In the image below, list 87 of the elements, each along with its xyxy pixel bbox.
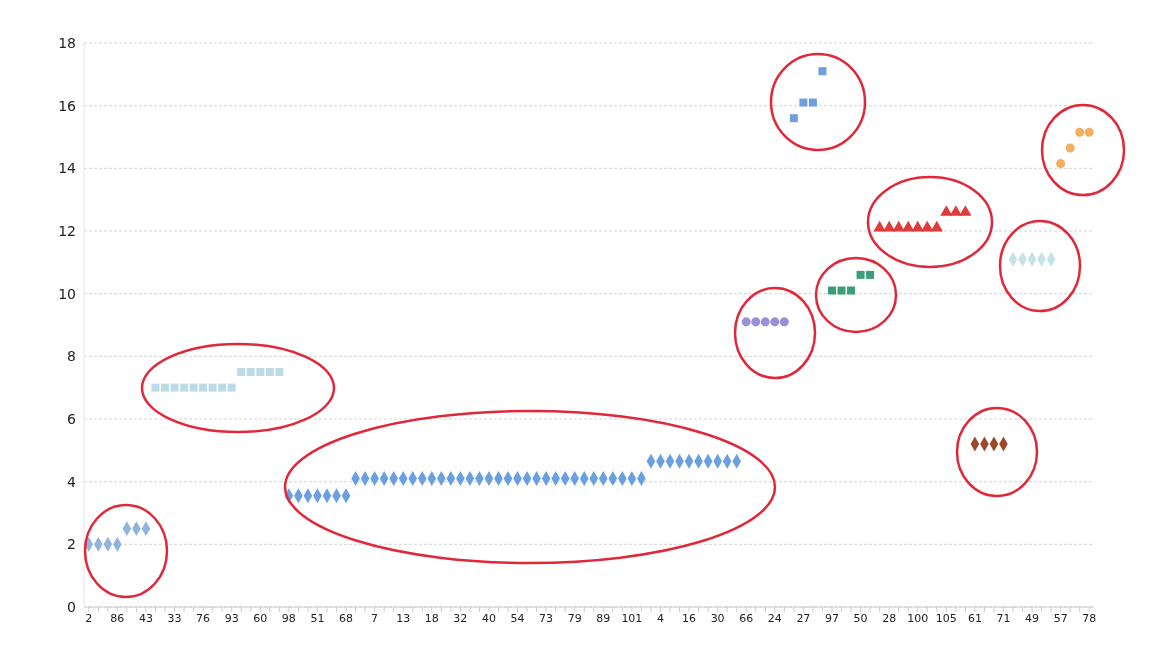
point [151, 383, 160, 392]
point [883, 220, 896, 232]
point [189, 383, 198, 392]
x-tick-label: 60 [253, 611, 268, 625]
point [751, 317, 761, 327]
x-tick-label: 97 [824, 611, 839, 625]
point [818, 67, 827, 76]
point [837, 286, 846, 295]
x-tick-label: 49 [1025, 611, 1040, 625]
y-tick-label: 14 [58, 160, 77, 177]
point [1084, 127, 1094, 137]
point [911, 220, 924, 232]
point [265, 368, 274, 376]
point [827, 286, 836, 295]
point [760, 317, 770, 327]
point [799, 98, 808, 107]
x-tick-label: 2 [85, 611, 93, 625]
point [199, 383, 208, 392]
point [847, 286, 856, 295]
point [1056, 159, 1066, 169]
x-tick-label: 24 [767, 611, 782, 625]
point [227, 383, 236, 392]
x-tick-label: 76 [196, 611, 211, 625]
point [959, 205, 972, 216]
point [902, 220, 915, 232]
point [208, 383, 217, 392]
x-tick-label: 7 [371, 611, 379, 625]
x-tick-label: 98 [281, 611, 296, 625]
x-tick-label: 66 [739, 611, 754, 625]
point [170, 383, 179, 392]
x-tick-label: 13 [396, 611, 411, 625]
x-tick-label: 4 [656, 611, 664, 625]
y-tick-label: 10 [58, 285, 76, 302]
point [1065, 143, 1075, 153]
x-tick-label: 57 [1053, 611, 1068, 625]
point [256, 368, 265, 376]
x-tick-label: 40 [481, 611, 496, 625]
point [808, 98, 817, 107]
x-tick-label: 54 [510, 611, 525, 625]
x-tick-label: 50 [853, 611, 868, 625]
x-tick-label: 32 [453, 611, 468, 625]
x-tick-label: 43 [138, 611, 153, 625]
point [218, 383, 227, 392]
point [180, 383, 189, 392]
x-tick-label: 105 [935, 611, 957, 625]
y-tick-label: 0 [67, 598, 76, 615]
point [779, 317, 789, 327]
y-tick-label: 12 [58, 222, 76, 239]
point [921, 220, 934, 232]
y-tick-label: 2 [67, 536, 76, 553]
x-tick-label: 73 [539, 611, 554, 625]
y-tick-label: 18 [58, 34, 76, 51]
x-tick-label: 16 [682, 611, 697, 625]
x-tick-label: 61 [967, 611, 982, 625]
point [940, 205, 953, 216]
x-tick-label: 89 [596, 611, 611, 625]
point [930, 220, 943, 232]
y-tick-label: 6 [67, 410, 77, 427]
x-tick-label: 86 [110, 611, 125, 625]
point [789, 114, 798, 123]
point [246, 368, 255, 376]
x-tick-label: 51 [310, 611, 325, 625]
point [275, 368, 284, 376]
x-tick-label: 30 [710, 611, 725, 625]
x-tick-label: 68 [339, 611, 354, 625]
point [856, 270, 865, 279]
x-tick-label: 79 [567, 611, 582, 625]
x-tick-label: 33 [167, 611, 182, 625]
x-tick-label: 100 [907, 611, 929, 625]
y-tick-label: 8 [67, 348, 76, 365]
y-tick-label: 16 [58, 97, 77, 114]
y-tick-label: 4 [67, 473, 77, 490]
point [237, 368, 246, 376]
x-tick-label: 71 [996, 611, 1011, 625]
x-tick-label: 27 [796, 611, 811, 625]
x-tick-label: 28 [882, 611, 897, 625]
point [770, 317, 780, 327]
point [160, 383, 169, 392]
point [741, 317, 751, 327]
point [873, 220, 886, 232]
x-tick-label: 101 [621, 611, 643, 625]
point [949, 205, 962, 216]
x-tick-label: 78 [1082, 611, 1097, 625]
x-tick-label: 18 [424, 611, 439, 625]
point [1075, 127, 1085, 137]
x-tick-label: 93 [224, 611, 239, 625]
point [866, 270, 875, 279]
